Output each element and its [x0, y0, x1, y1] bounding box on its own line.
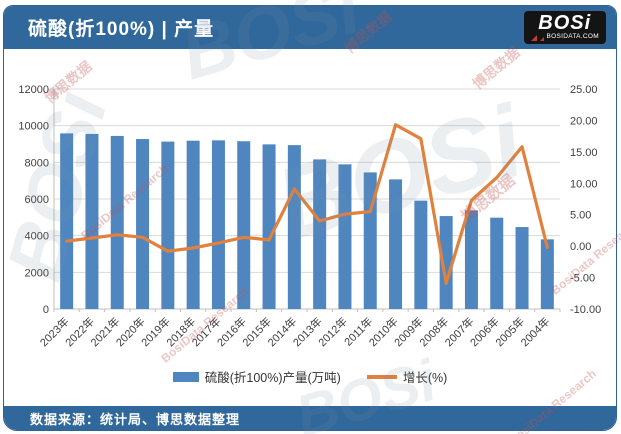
logo-bottom-row: BOSIDATA.COM	[530, 33, 599, 41]
bar-2011年	[363, 172, 377, 309]
right-axis-label: -5.00	[570, 273, 595, 285]
x-axis-label: 2004年	[517, 314, 552, 349]
right-axis-label: 10.00	[570, 178, 598, 190]
bar-2015年	[262, 144, 276, 309]
legend-item-growth: 增长(%)	[366, 367, 448, 386]
bar-2019年	[161, 141, 175, 309]
logo-wordmark: BOSi	[538, 12, 592, 35]
growth-line	[65, 123, 549, 285]
legend-line-swatch	[366, 374, 397, 379]
bar-2017年	[211, 140, 225, 309]
bar-2006年	[490, 217, 504, 309]
left-axis-label: 8000	[25, 157, 49, 169]
logo-red-triangle-icon	[530, 34, 537, 41]
bar-2022年	[85, 133, 99, 309]
header-bar: 硫酸(折100%) | 产量 BOSi BOSIDATA.COM	[4, 6, 616, 49]
legend-label-growth: 增长(%)	[402, 371, 448, 385]
right-axis-label: 25.00	[570, 84, 598, 96]
legend-item-production: 硫酸(折100%)产量(万吨)	[172, 367, 341, 386]
bar-2008年	[439, 216, 453, 309]
left-axis-label: 4000	[25, 231, 49, 243]
legend-bar-swatch	[172, 371, 199, 382]
bar-2016年	[237, 141, 251, 309]
bar-2012年	[338, 164, 352, 309]
chart-card: 硫酸(折100%) | 产量 BOSi BOSIDATA.COM 12000 10…	[3, 5, 617, 431]
bar-2020年	[136, 139, 150, 309]
bar-2021年	[110, 135, 124, 309]
left-axis-label: 6000	[25, 194, 49, 206]
bar-2018年	[186, 140, 200, 309]
chart-title: 硫酸(折100%) | 产量	[28, 19, 215, 40]
bar-2014年	[287, 145, 301, 309]
left-axis-label: 10000	[18, 121, 49, 133]
data-source-text: 数据来源：统计局、博思数据整理	[30, 411, 241, 427]
bar-2007年	[464, 210, 478, 309]
left-axis-label: 2000	[25, 267, 49, 279]
left-axis-label: 12000	[18, 84, 49, 96]
logo-red-triangle-small-icon	[539, 36, 544, 41]
right-axis-label: 5.00	[570, 210, 591, 222]
right-axis-label: 0.00	[570, 241, 591, 253]
right-axis-label: 20.00	[570, 115, 598, 127]
bosidata-logo: BOSi BOSIDATA.COM	[523, 11, 606, 44]
right-axis-label: -10.00	[570, 304, 601, 316]
logo-site-url: BOSIDATA.COM	[546, 33, 599, 41]
legend: 硫酸(折100%)产量(万吨) 增长(%)	[4, 367, 616, 386]
bar-2009年	[414, 200, 428, 309]
legend-label-production: 硫酸(折100%)产量(万吨)	[204, 371, 341, 385]
bar-2023年	[60, 133, 74, 309]
right-axis-label: 15.00	[570, 147, 598, 159]
combo-chart: 12000 10000 8000 6000 4000 2000 0 25.00 20.00 15.…	[18, 84, 601, 349]
left-axis-label: 0	[43, 304, 49, 316]
chart-body: 12000 10000 8000 6000 4000 2000 0 25.00 20.00 15.…	[4, 49, 616, 406]
bar-2005年	[515, 227, 529, 309]
bar-2010年	[389, 179, 403, 309]
footer-bar: 数据来源：统计局、博思数据整理	[4, 406, 616, 430]
bar-2013年	[313, 159, 327, 309]
bar-2004年	[540, 239, 554, 309]
